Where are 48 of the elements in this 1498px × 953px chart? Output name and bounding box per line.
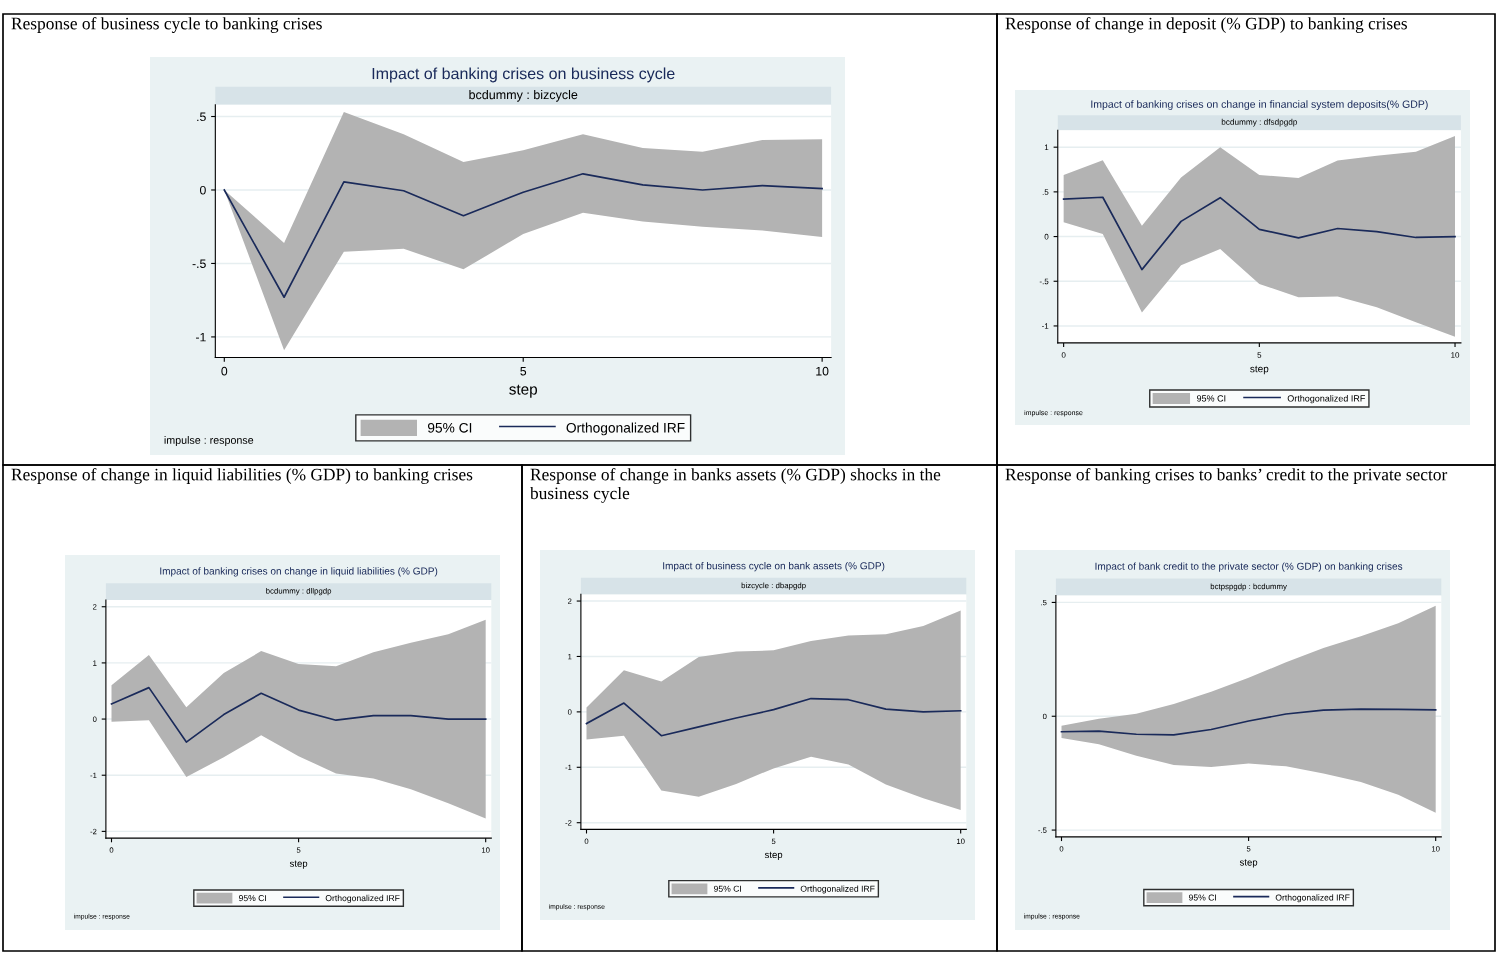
legend-label: 95% CI [238, 895, 266, 902]
legend-label: 95% CI [1196, 395, 1226, 402]
text: Response of change in liquid liabilities (% GDP) to banking crises [11, 468, 473, 484]
x-tick-label: 0 [1061, 352, 1066, 358]
text: Response of change in deposit (% GDP) to banking crises [1005, 17, 1407, 33]
x-tick-label: 10 [816, 366, 829, 376]
y-tick-label: -1 [195, 332, 206, 342]
y-tick-label: -.5 [1039, 278, 1049, 285]
text: Response of change in banks assets (% GDP) shocks in the business cycle [530, 468, 941, 503]
y-tick-label: -1 [1041, 323, 1049, 329]
x-tick-label: 5 [1257, 352, 1262, 358]
legend-label: Orthogonalized IRF [1275, 894, 1350, 903]
text: Response of business cycle to banking crises [11, 17, 322, 33]
y-tick-label: 1 [1044, 144, 1049, 151]
line-series [110, 686, 487, 743]
x-axis-title: step [289, 860, 308, 869]
legend-label: Orthogonalized IRF [325, 894, 400, 903]
chart-title: Impact of bank credit to the private sector (% GDP) on banking crises [1095, 562, 1403, 572]
legend-label: Orthogonalized IRF [800, 885, 875, 894]
x-axis-title: step [509, 384, 538, 398]
line-series [585, 697, 962, 737]
chart-title: Impact of banking crises on business cycle [372, 67, 675, 83]
legend-label: Orthogonalized IRF [1287, 394, 1365, 404]
y-tick-label: .5 [1042, 189, 1049, 195]
text: impulse : response [164, 436, 254, 447]
chart-subtitle: bcdummy : bizcycle [469, 89, 578, 102]
x-axis-title: step [1239, 859, 1258, 868]
x-tick-label: 5 [520, 366, 527, 376]
x-tick-label: 10 [1451, 352, 1460, 358]
x-axis-title: step [764, 851, 783, 860]
legend-label: 95% CI [713, 885, 741, 892]
x-axis-title: step [1250, 365, 1269, 375]
legend-label: Orthogonalized IRF [566, 422, 685, 436]
x-tick-label: 0 [221, 366, 228, 376]
chart-title: Impact of business cycle on bank assets (% GDP) [663, 561, 885, 572]
y-tick-label: 0 [1044, 233, 1049, 240]
text: Response of banking crises to banks’ credit to the private sector [1005, 468, 1448, 484]
chart-title: Impact of banking crises on change in liquid liabilities (% GDP) [160, 567, 438, 577]
line-series [1060, 708, 1437, 736]
y-tick-label: -.5 [192, 259, 206, 268]
legend-label: 95% CI [427, 422, 472, 433]
y-tick-label: 0 [199, 185, 206, 195]
chart-subtitle: bcdummy : dfsdpgdp [1221, 118, 1298, 127]
chart-title: Impact of banking crises on change in financial system deposits(% GDP) [1091, 100, 1428, 110]
line-series [1062, 196, 1456, 271]
y-tick-label: .5 [197, 112, 206, 122]
legend-label: 95% CI [1188, 894, 1216, 901]
line-series [223, 172, 823, 299]
